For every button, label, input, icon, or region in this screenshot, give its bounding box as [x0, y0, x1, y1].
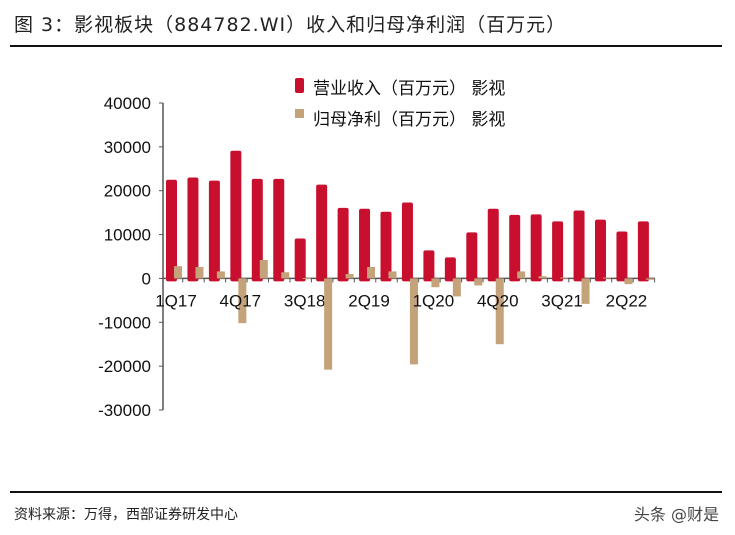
- x-tick-label: 1Q17: [155, 291, 197, 310]
- profit-bar-3Q22: [645, 278, 654, 280]
- profit-bar-3Q20: [474, 278, 483, 286]
- profit-bar-1Q19: [345, 274, 354, 279]
- revenue-bar-4Q19: [401, 202, 413, 282]
- revenue-bar-2Q20: [444, 257, 456, 282]
- revenue-bar-3Q17: [208, 180, 220, 282]
- y-tick-label: -30000: [98, 401, 151, 420]
- watermark: 头条 @财是: [633, 505, 719, 524]
- profit-bar-4Q21: [581, 278, 590, 304]
- profit-bar-2Q19: [367, 267, 376, 279]
- revenue-bar-2Q18: [273, 178, 285, 282]
- x-tick-label: 1Q20: [413, 291, 455, 310]
- revenue-bar-4Q17: [230, 150, 242, 282]
- x-tick-label: 2Q22: [606, 291, 648, 310]
- title-rule: [10, 45, 722, 47]
- profit-bar-1Q17: [174, 266, 182, 279]
- x-tick-label: 3Q21: [541, 291, 583, 310]
- profit-bar-4Q19: [409, 278, 418, 365]
- profit-bar-2Q17: [195, 267, 204, 279]
- revenue-bar-2Q17: [187, 177, 199, 282]
- profit-bar-4Q17: [238, 278, 247, 324]
- x-tick-label: 4Q17: [220, 291, 262, 310]
- revenue-bar-4Q21: [573, 210, 585, 282]
- footer-rule: [10, 491, 722, 493]
- revenue-bar-3Q19: [380, 211, 392, 282]
- revenue-bar-1Q21: [509, 214, 521, 282]
- revenue-bar-3Q20: [466, 232, 478, 282]
- profit-bar-3Q17: [216, 271, 225, 279]
- y-tick-label: -10000: [98, 313, 151, 332]
- profit-bar-3Q19: [388, 271, 397, 279]
- y-tick-label: 10000: [104, 226, 151, 245]
- profit-bar-4Q18: [324, 278, 333, 370]
- revenue-bar-1Q20: [423, 250, 435, 282]
- profit-bar-2Q21: [538, 276, 547, 279]
- y-tick-label: 40000: [104, 94, 151, 113]
- revenue-bar-2Q19: [359, 208, 371, 282]
- profit-bar-3Q21: [560, 277, 569, 279]
- profit-bar-1Q22: [603, 277, 611, 279]
- profit-bar-1Q21: [517, 271, 526, 279]
- figure-title: 图 3：影视板块（884782.WI）收入和归母净利润（百万元）: [14, 14, 567, 36]
- revenue-bar-1Q22: [595, 219, 606, 282]
- revenue-bar-1Q17: [166, 179, 177, 282]
- profit-bar-2Q18: [281, 272, 290, 279]
- profit-bar-2Q20: [452, 278, 461, 297]
- legend-swatch-1: [295, 109, 304, 118]
- revenue-bar-3Q22: [637, 221, 649, 282]
- y-tick-label: -20000: [98, 357, 151, 376]
- revenue-bar-1Q18: [251, 178, 263, 282]
- y-tick-label: 0: [142, 269, 151, 288]
- revenue-bar-2Q21: [530, 214, 542, 282]
- x-tick-label: 3Q18: [284, 291, 326, 310]
- source-note: 资料来源：万得，西部证券研发中心: [14, 507, 238, 523]
- profit-bar-4Q20: [495, 278, 504, 345]
- y-tick-label: 20000: [104, 182, 151, 201]
- revenue-bar-3Q18: [294, 238, 306, 282]
- revenue-bar-3Q21: [552, 221, 564, 282]
- profit-bar-3Q18: [302, 277, 311, 279]
- revenue-bar-1Q19: [337, 207, 349, 282]
- x-tick-label: 4Q20: [477, 291, 519, 310]
- revenue-bar-4Q20: [487, 208, 499, 282]
- profit-bar-1Q20: [431, 278, 440, 288]
- x-tick-label: 2Q19: [348, 291, 390, 310]
- legend-label-0: 营业收入（百万元） 影视: [313, 79, 505, 99]
- profit-bar-1Q18: [259, 260, 268, 279]
- legend-swatch-0: [295, 78, 304, 93]
- profit-bar-2Q22: [624, 278, 633, 285]
- revenue-bar-4Q18: [316, 184, 328, 282]
- legend-label-1: 归母净利（百万元） 影视: [313, 110, 505, 130]
- revenue-bar-2Q22: [616, 231, 628, 282]
- y-tick-label: 30000: [104, 138, 151, 157]
